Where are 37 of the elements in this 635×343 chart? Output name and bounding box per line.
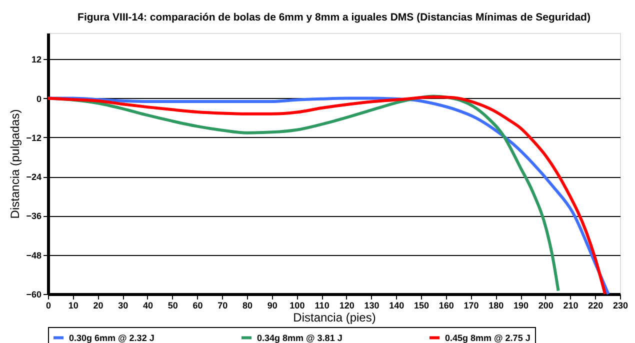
x-tick-label: 160 — [438, 300, 454, 310]
x-tick-label: 70 — [218, 300, 228, 310]
x-axis-title: Distancia (pies) — [293, 310, 376, 324]
y-tick-label: −48 — [26, 250, 42, 260]
x-tick-label: 230 — [612, 300, 628, 310]
legend-label: 0.45g 8mm @ 2.75 J — [445, 332, 530, 343]
x-tick-label: 80 — [242, 300, 252, 310]
y-tick-label: −60 — [26, 290, 42, 300]
x-tick-label: 0 — [46, 300, 52, 310]
x-tick-label: 40 — [142, 300, 153, 310]
x-tick-label: 190 — [514, 300, 529, 310]
x-tick-label: 200 — [538, 300, 554, 310]
x-tick-label: 220 — [588, 300, 604, 310]
y-tick-label: −24 — [26, 172, 42, 182]
x-tick-label: 50 — [168, 300, 178, 310]
x-tick-label: 140 — [389, 300, 404, 310]
x-tick-label: 30 — [118, 300, 128, 310]
y-tick-label: 0 — [36, 94, 42, 104]
x-tick-label: 60 — [192, 300, 203, 310]
x-tick-label: 20 — [93, 300, 104, 310]
x-tick-label: 180 — [488, 300, 504, 310]
x-tick-label: 100 — [290, 300, 305, 310]
x-tick-label: 10 — [68, 300, 78, 310]
x-tick-label: 210 — [563, 300, 578, 310]
x-tick-label: 90 — [267, 300, 278, 310]
legend-label: 0.34g 8mm @ 3.81 J — [257, 332, 342, 343]
chart-title: Figura VIII-14: comparación de bolas de 6mm y 8mm a iguales DMS (Distancias Mínimas de Seguridad) — [78, 12, 590, 24]
y-axis-title: Distancia (pulgadas) — [8, 109, 22, 219]
x-tick-label: 170 — [464, 300, 479, 310]
y-tick-label: −36 — [26, 211, 42, 222]
legend-label: 0.30g 6mm @ 2.32 J — [69, 332, 154, 343]
x-tick-label: 130 — [364, 300, 380, 310]
y-tick-label: −12 — [26, 132, 42, 143]
x-tick-label: 120 — [339, 300, 354, 310]
y-tick-label: 12 — [31, 54, 42, 65]
x-tick-label: 150 — [414, 300, 430, 310]
x-tick-label: 110 — [314, 300, 330, 310]
